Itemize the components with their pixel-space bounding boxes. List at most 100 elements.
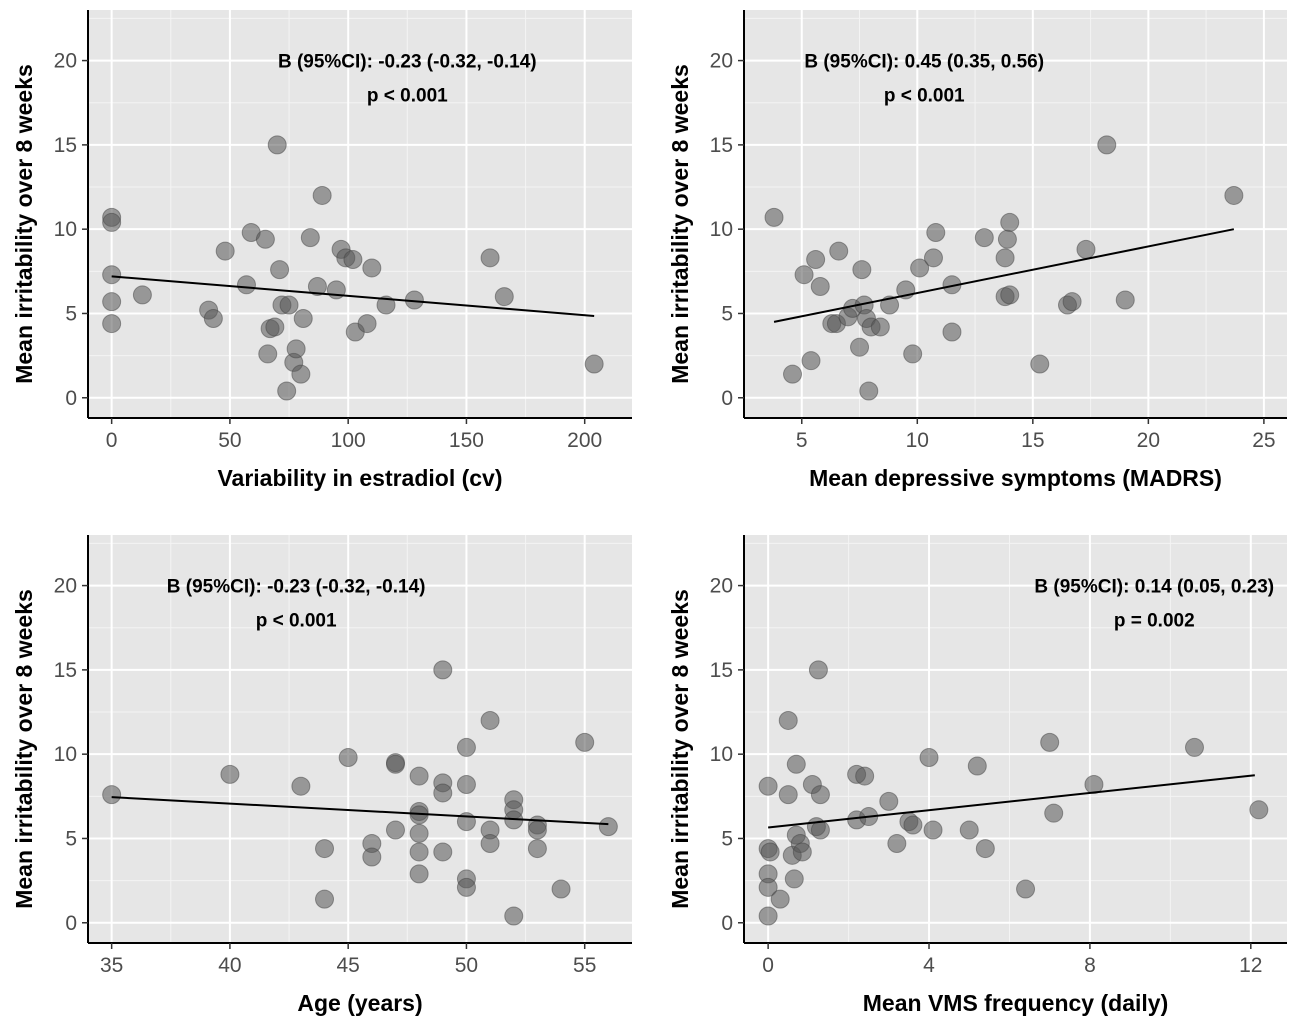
p-value-annotation: p < 0.001 — [884, 85, 965, 106]
data-point — [494, 287, 514, 307]
panel-2: 5 10 15 20 25 0 5 10 15 20 Mean depressive symptom… — [667, 10, 1287, 491]
trend-line — [111, 796, 609, 826]
data-point — [1062, 292, 1082, 312]
x-tick-label: 50 — [218, 429, 241, 452]
x-tick-label: 4 — [923, 954, 935, 977]
data-point — [855, 766, 875, 786]
y-tick-label: 5 — [65, 827, 77, 850]
data-point — [810, 276, 830, 296]
data-point — [850, 337, 870, 357]
data-point — [923, 820, 943, 840]
data-point — [286, 339, 306, 359]
x-tick-label: 40 — [218, 954, 241, 977]
x-axis-title: Mean depressive symptoms (MADRS) — [809, 465, 1222, 491]
data-point — [975, 839, 995, 859]
data-point — [879, 791, 899, 811]
data-point — [456, 737, 476, 757]
y-tick-label: 15 — [54, 134, 77, 157]
data-point — [974, 228, 994, 248]
x-tick-label: 100 — [331, 429, 366, 452]
data-point — [778, 785, 798, 805]
data-point — [919, 748, 939, 768]
data-point — [385, 820, 405, 840]
data-point — [923, 248, 943, 268]
data-point — [910, 258, 930, 278]
y-axis-title: Mean irritability over 8 weeks — [11, 589, 37, 909]
data-point — [433, 660, 453, 680]
y-tick-label: 0 — [65, 912, 77, 935]
data-point — [870, 317, 890, 337]
y-tick-label: 20 — [54, 50, 77, 73]
y-axis-title: Mean irritability over 8 weeks — [667, 64, 693, 384]
data-point — [959, 820, 979, 840]
data-point — [343, 250, 363, 270]
data-point — [880, 295, 900, 315]
data-point — [926, 223, 946, 243]
y-tick-label: 10 — [710, 743, 733, 766]
data-point — [433, 783, 453, 803]
x-tick-label: 25 — [1252, 429, 1275, 452]
data-point — [859, 381, 879, 401]
data-point — [307, 276, 327, 296]
trend-line — [111, 275, 595, 317]
data-point — [786, 754, 806, 774]
data-point — [277, 381, 297, 401]
x-tick-label: 50 — [455, 954, 478, 977]
y-tick-label: 15 — [54, 659, 77, 682]
data-point — [480, 248, 500, 268]
y-tick-label: 10 — [54, 743, 77, 766]
data-point — [1000, 212, 1020, 232]
data-point — [132, 285, 152, 305]
data-point — [315, 889, 335, 909]
data-point — [1076, 239, 1096, 259]
data-point — [808, 660, 828, 680]
y-tick-label: 20 — [710, 50, 733, 73]
data-point — [102, 785, 122, 805]
data-point — [801, 351, 821, 371]
y-tick-label: 5 — [721, 827, 733, 850]
data-point — [220, 764, 240, 784]
y-tick-label: 5 — [721, 302, 733, 325]
data-point — [584, 354, 604, 374]
data-point — [215, 241, 235, 261]
data-point — [778, 710, 798, 730]
data-point — [810, 785, 830, 805]
x-tick-label: 55 — [573, 954, 596, 977]
y-tick-label: 10 — [710, 218, 733, 241]
data-point — [1044, 803, 1064, 823]
data-point — [456, 877, 476, 897]
data-point — [1016, 879, 1036, 899]
data-point — [357, 314, 377, 334]
data-point — [409, 842, 429, 862]
x-axis-title: Age (years) — [297, 990, 422, 1016]
data-point — [1084, 775, 1104, 795]
data-point — [203, 309, 223, 329]
data-point — [942, 322, 962, 342]
data-point — [770, 889, 790, 909]
data-point — [480, 710, 500, 730]
data-point — [1224, 185, 1244, 205]
data-point — [293, 309, 313, 329]
trend-line — [773, 228, 1235, 323]
data-point — [1115, 290, 1135, 310]
x-tick-label: 35 — [100, 954, 123, 977]
panel-1: 0 50 100 150 200 0 5 10 15 20 Variability in estra… — [11, 10, 632, 491]
data-point — [1000, 285, 1020, 305]
data-point — [527, 839, 547, 859]
y-tick-label: 20 — [54, 575, 77, 598]
plot-background — [744, 10, 1287, 418]
x-axis-title: Variability in estradiol (cv) — [217, 465, 502, 491]
data-point — [258, 344, 278, 364]
data-point — [967, 756, 987, 776]
data-point — [758, 906, 778, 926]
y-axis-title: Mean irritability over 8 weeks — [667, 589, 693, 909]
plot-background — [88, 10, 632, 418]
data-point — [997, 229, 1017, 249]
y-tick-label: 0 — [721, 912, 733, 935]
coefficient-annotation: B (95%CI): 0.45 (0.35, 0.56) — [804, 52, 1044, 73]
data-point — [504, 906, 524, 926]
data-point — [1249, 800, 1269, 820]
coefficient-annotation: B (95%CI): -0.23 (-0.32, -0.14) — [278, 52, 537, 73]
data-point — [1040, 732, 1060, 752]
